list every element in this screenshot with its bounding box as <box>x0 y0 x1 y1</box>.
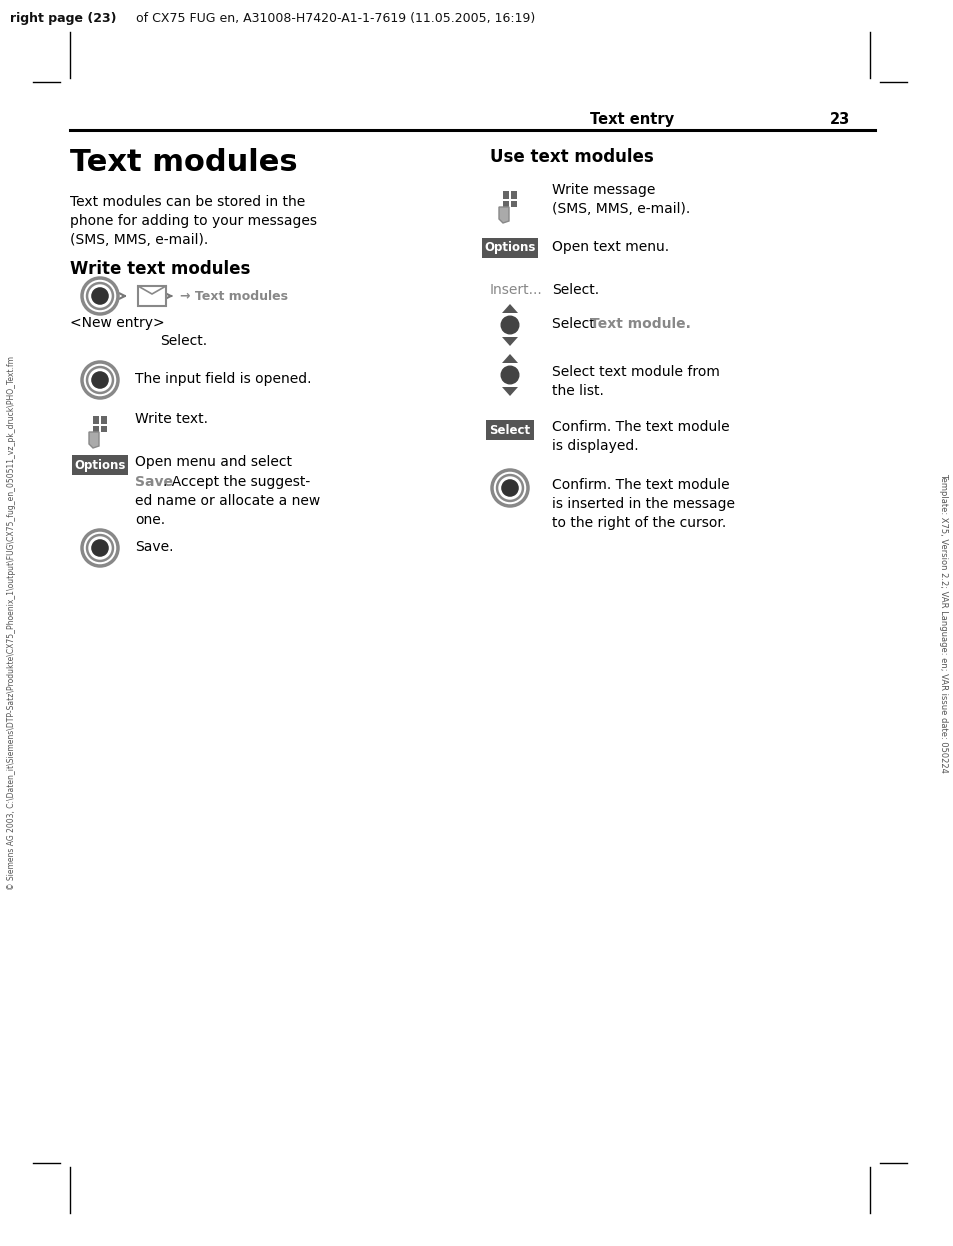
FancyBboxPatch shape <box>101 426 107 432</box>
Text: (SMS, MMS, e-mail).: (SMS, MMS, e-mail). <box>70 233 208 247</box>
Text: Template: X75, Version 2.2; VAR Language: en; VAR issue date: 050224: Template: X75, Version 2.2; VAR Language… <box>939 473 947 773</box>
Text: Write message: Write message <box>552 183 655 197</box>
Text: → Text modules: → Text modules <box>180 290 288 303</box>
FancyBboxPatch shape <box>92 426 99 432</box>
Polygon shape <box>498 207 509 223</box>
Text: <New entry>: <New entry> <box>70 316 165 330</box>
Text: phone for adding to your messages: phone for adding to your messages <box>70 214 316 228</box>
Text: Options: Options <box>74 459 126 471</box>
Text: Use text modules: Use text modules <box>490 148 653 166</box>
FancyBboxPatch shape <box>92 417 99 424</box>
Text: Select: Select <box>489 424 530 436</box>
Circle shape <box>91 371 108 388</box>
Text: Text modules: Text modules <box>70 148 297 177</box>
FancyBboxPatch shape <box>92 416 99 422</box>
Text: Write text.: Write text. <box>135 412 208 426</box>
Polygon shape <box>501 354 517 363</box>
Text: Save: Save <box>135 475 172 488</box>
Text: right page (23): right page (23) <box>10 12 116 25</box>
Text: one.: one. <box>135 513 165 527</box>
Circle shape <box>500 316 518 334</box>
Circle shape <box>91 540 108 556</box>
Text: is inserted in the message: is inserted in the message <box>552 497 734 511</box>
Text: Insert...: Insert... <box>490 283 542 297</box>
FancyBboxPatch shape <box>502 191 509 197</box>
Text: Write text modules: Write text modules <box>70 260 250 278</box>
Circle shape <box>501 480 517 496</box>
FancyBboxPatch shape <box>101 417 107 424</box>
FancyBboxPatch shape <box>511 191 517 197</box>
Text: Select text module from: Select text module from <box>552 365 720 379</box>
Text: Confirm. The text module: Confirm. The text module <box>552 478 729 492</box>
FancyBboxPatch shape <box>138 287 166 307</box>
Text: Text entry: Text entry <box>589 112 674 127</box>
Text: is displayed.: is displayed. <box>552 439 638 454</box>
FancyBboxPatch shape <box>511 201 517 207</box>
Text: Save.: Save. <box>135 540 173 554</box>
Text: 23: 23 <box>829 112 849 127</box>
Text: to the right of the cursor.: to the right of the cursor. <box>552 516 725 530</box>
Text: Select.: Select. <box>552 283 598 297</box>
Text: Open text menu.: Open text menu. <box>552 240 668 254</box>
Text: Select.: Select. <box>160 334 207 348</box>
Polygon shape <box>89 432 99 449</box>
FancyBboxPatch shape <box>101 416 107 422</box>
Text: of CX75 FUG en, A31008-H7420-A1-1-7619 (11.05.2005, 16:19): of CX75 FUG en, A31008-H7420-A1-1-7619 (… <box>132 12 535 25</box>
Polygon shape <box>501 336 517 346</box>
Text: the list.: the list. <box>552 384 603 397</box>
Text: ed name or allocate a new: ed name or allocate a new <box>135 493 320 508</box>
Circle shape <box>500 366 518 384</box>
Polygon shape <box>501 388 517 396</box>
Text: Confirm. The text module: Confirm. The text module <box>552 420 729 434</box>
Text: Text modules can be stored in the: Text modules can be stored in the <box>70 196 305 209</box>
Polygon shape <box>501 304 517 313</box>
FancyBboxPatch shape <box>502 201 509 207</box>
Circle shape <box>91 288 108 304</box>
Text: . Accept the suggest-: . Accept the suggest- <box>163 475 310 488</box>
FancyBboxPatch shape <box>502 193 509 199</box>
Text: The input field is opened.: The input field is opened. <box>135 373 312 386</box>
Text: Open menu and select: Open menu and select <box>135 455 292 468</box>
Text: Text module.: Text module. <box>589 316 690 331</box>
FancyBboxPatch shape <box>481 238 537 258</box>
FancyBboxPatch shape <box>511 193 517 199</box>
Text: Select: Select <box>552 316 598 331</box>
Text: (SMS, MMS, e-mail).: (SMS, MMS, e-mail). <box>552 202 690 216</box>
FancyBboxPatch shape <box>71 455 128 475</box>
FancyBboxPatch shape <box>485 420 534 440</box>
Text: © Siemens AG 2003, C:\Daten_it\Siemens\DTP-Satz\Produkte\CX75_Phoenix_1\output\F: © Siemens AG 2003, C:\Daten_it\Siemens\D… <box>8 356 16 890</box>
Text: Options: Options <box>484 242 536 254</box>
